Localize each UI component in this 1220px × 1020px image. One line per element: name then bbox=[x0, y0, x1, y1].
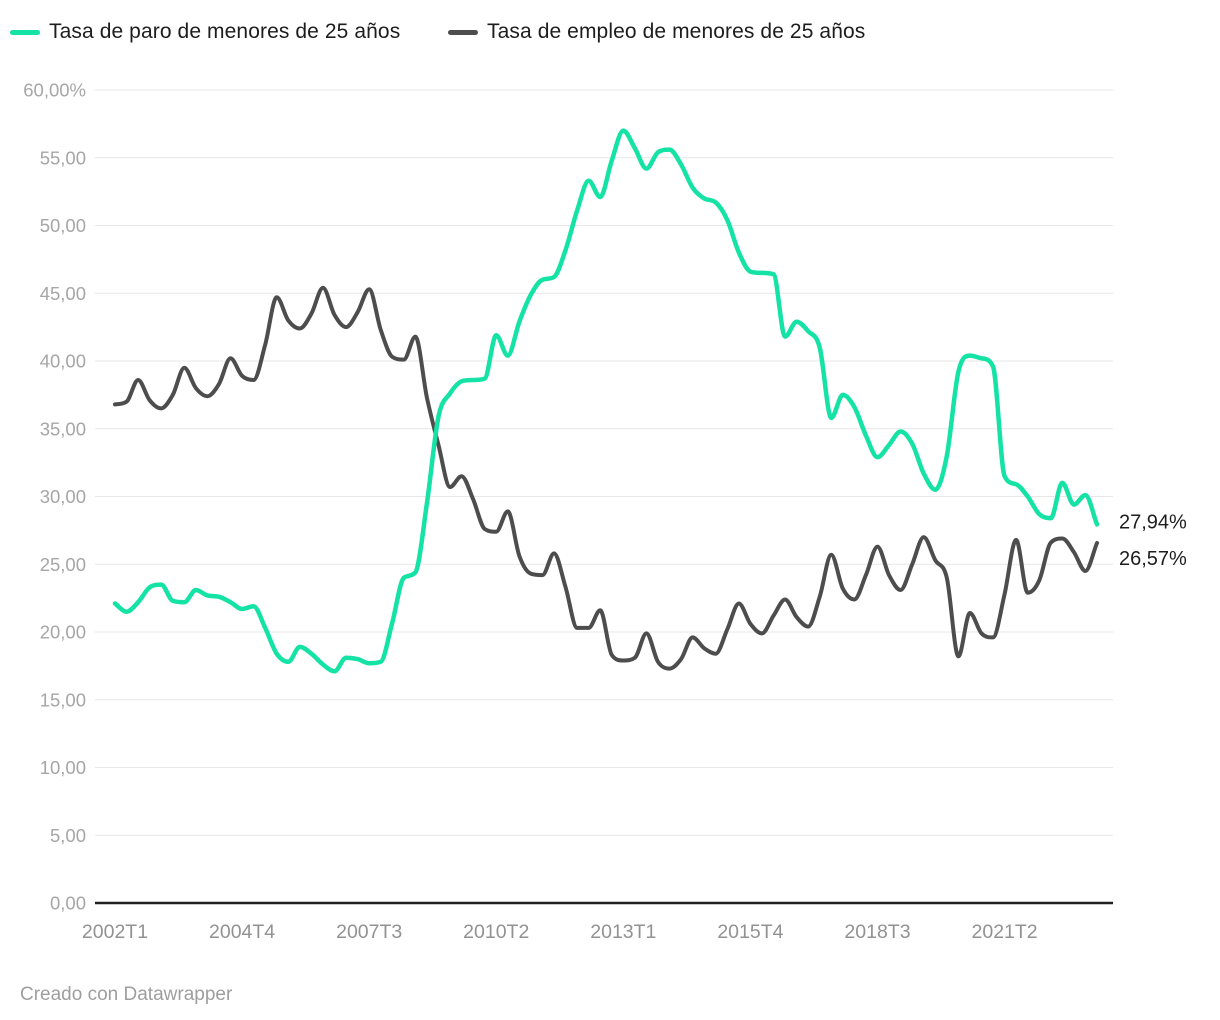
y-axis-tick-label: 0,00 bbox=[50, 893, 86, 914]
y-axis-tick-label: 5,00 bbox=[50, 825, 86, 846]
datawrapper-attribution-link[interactable]: Creado con Datawrapper bbox=[20, 984, 233, 1005]
y-axis-tick-label: 60,00% bbox=[23, 80, 86, 101]
paro-legend-label: Tasa de paro de menores de 25 años bbox=[49, 20, 401, 43]
x-axis-tick-label: 2007T3 bbox=[336, 921, 402, 943]
x-axis-tick-label: 2015T4 bbox=[717, 921, 783, 943]
y-axis-tick-label: 20,00 bbox=[40, 622, 86, 643]
paro-end-value-label: 27,94% bbox=[1119, 511, 1187, 533]
y-axis-tick-label: 50,00 bbox=[40, 215, 86, 236]
paro-legend-swatch-icon bbox=[10, 29, 40, 35]
x-axis-tick-label: 2018T3 bbox=[844, 921, 910, 943]
x-axis-tick-label: 2013T1 bbox=[590, 921, 656, 943]
legend: Tasa de paro de menores de 25 años Tasa … bbox=[0, 0, 1220, 52]
y-axis-tick-label: 45,00 bbox=[40, 283, 86, 304]
x-axis-tick-label: 2004T4 bbox=[209, 921, 275, 943]
y-axis-tick-label: 40,00 bbox=[40, 351, 86, 372]
paro-line-series bbox=[112, 128, 1100, 674]
empleo-end-value-label: 26,57% bbox=[1119, 548, 1187, 570]
y-axis-tick-label: 55,00 bbox=[40, 147, 86, 168]
x-axis-tick-label: 2010T2 bbox=[463, 921, 529, 943]
legend-item-empleo: Tasa de empleo de menores de 25 años bbox=[448, 20, 865, 44]
y-axis-tick-label: 15,00 bbox=[40, 689, 86, 710]
y-axis-tick-label: 25,00 bbox=[40, 554, 86, 575]
y-axis-tick-label: 30,00 bbox=[40, 486, 86, 507]
empleo-legend-swatch-icon bbox=[448, 29, 478, 35]
y-axis-tick-label: 10,00 bbox=[40, 757, 86, 778]
empleo-legend-label: Tasa de empleo de menores de 25 años bbox=[487, 20, 866, 43]
x-axis-tick-label: 2002T1 bbox=[82, 921, 148, 943]
empleo-line-series bbox=[113, 285, 1099, 671]
legend-item-paro: Tasa de paro de menores de 25 años bbox=[10, 20, 400, 44]
y-axis-tick-label: 35,00 bbox=[40, 418, 86, 439]
x-axis-tick-label: 2021T2 bbox=[972, 921, 1038, 943]
